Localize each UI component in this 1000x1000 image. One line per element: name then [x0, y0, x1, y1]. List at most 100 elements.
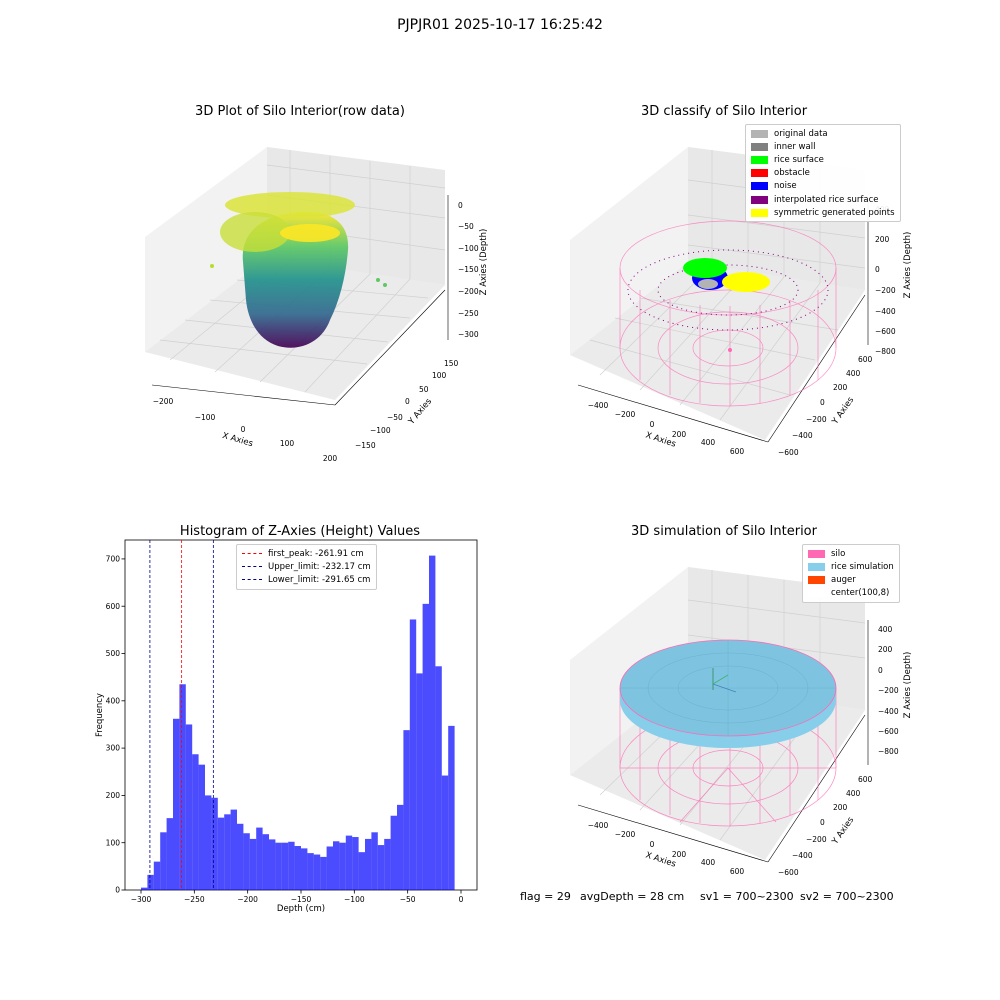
legend-label: original data [774, 128, 828, 139]
plot4-ytick: 600 [858, 775, 873, 784]
plot2-ytick: 600 [858, 355, 873, 364]
legend-label: Upper_limit: -232.17 cm [268, 561, 371, 572]
legend-label: inner wall [774, 141, 816, 152]
legend-item-silo: silo [808, 547, 894, 560]
legend-swatch [751, 155, 768, 164]
legend-label: noise [774, 181, 797, 192]
plot4-tick-labels: −400 −200 0 200 400 600 −600 −400 −200 0… [588, 625, 899, 877]
plot4-grid [599, 570, 866, 841]
histogram-bar [345, 835, 353, 890]
legend-swatch [751, 169, 768, 178]
histogram-bar [377, 845, 385, 890]
histogram-bar [352, 837, 359, 890]
legend-label: silo [831, 548, 846, 559]
plot2-ytick: −400 [792, 431, 813, 440]
legend-item-upper-limit: Upper_limit: -232.17 cm [242, 560, 371, 573]
histogram-bar [409, 619, 417, 890]
plot1-ztick: −200 [458, 287, 479, 296]
legend-swatch [751, 208, 768, 217]
plot4-ztick: −400 [878, 707, 899, 716]
plot4-ytick: −400 [792, 851, 813, 860]
y-tick-label: 200 [106, 791, 121, 800]
plot1-zlabel: Z Axies (Depth) [479, 229, 489, 296]
plot1-outlier-point [376, 278, 380, 282]
plot2-ztick: −600 [875, 327, 896, 336]
plot1-xlabel: X Axies [221, 431, 254, 449]
histogram-bar [294, 846, 301, 890]
plot1-xtick: −200 [153, 397, 174, 406]
plot1-outlier-point [383, 283, 387, 287]
plot4-xtick: 600 [730, 867, 745, 876]
plot4-xtick: 400 [701, 858, 716, 867]
plot4-ztick: 400 [878, 625, 893, 634]
plot1-x-axis-line [151, 384, 336, 406]
histogram-bar [249, 838, 257, 890]
plot1-point-cloud [210, 192, 387, 348]
plot1-title: 3D Plot of Silo Interior(row data) [195, 104, 405, 119]
plot3-vlines [149, 540, 214, 890]
plot2-xtick: 400 [701, 438, 716, 447]
plot4-x-axis-line [577, 804, 769, 863]
plot4-ytick: 200 [833, 803, 848, 812]
plot2-ztick: −400 [875, 307, 896, 316]
plot1-ylabel: Y Axies [406, 396, 434, 427]
plot2-ytick: 200 [833, 383, 848, 392]
plot4-legend: silo rice simulation auger center(100,8) [802, 544, 900, 603]
histogram-bar [243, 833, 250, 890]
plot1-tick-labels: −200 −100 0 100 200 −150 −100 −50 0 50 1… [153, 201, 479, 463]
histogram-bar [320, 856, 327, 890]
plot1-xtick: 0 [241, 425, 246, 434]
histogram-bar [166, 818, 173, 890]
legend-line [242, 553, 262, 555]
plot4-ztick: 200 [878, 645, 893, 654]
x-tick-label: −100 [344, 895, 365, 904]
plot1-ytick: −150 [355, 441, 376, 450]
plot4-ztick: −600 [878, 727, 899, 736]
plot1-ytick: 50 [419, 385, 429, 394]
histogram-bar [262, 834, 269, 890]
legend-item-inner-wall: inner wall [751, 140, 895, 153]
x-tick-label: 0 [459, 895, 464, 904]
legend-swatch [808, 575, 825, 584]
plot3-xlabel: Depth (cm) [277, 904, 325, 914]
histogram-bar [288, 841, 295, 890]
y-tick-label: 700 [106, 555, 121, 564]
legend-label: auger [831, 574, 856, 585]
plot1-rim-points [225, 192, 355, 218]
legend-item-original-data: original data [751, 127, 895, 140]
legend-item-lower-limit: Lower_limit: -291.65 cm [242, 573, 371, 586]
legend-swatch [808, 589, 825, 598]
plot4-ztick: 0 [878, 666, 883, 675]
plot1-xtick: 100 [280, 439, 295, 448]
plot2-x-axis-line [577, 384, 769, 443]
plot4-ytick: 0 [820, 818, 825, 827]
plot4-zlabel: Z Axies (Depth) [903, 652, 913, 719]
histogram-bar [384, 838, 391, 890]
legend-swatch [751, 195, 768, 204]
plot3-yticks: 0 100 200 300 400 500 600 700 [106, 555, 125, 895]
legend-line [242, 579, 262, 581]
histogram-bar [429, 555, 436, 890]
histogram-bar [256, 827, 263, 890]
plot2-silo-floor-ring [657, 311, 799, 385]
plot1-xtick: 200 [323, 454, 338, 463]
legend-label: first_peak: -261.91 cm [268, 548, 364, 559]
histogram-bar [179, 684, 186, 890]
plot2-title: 3D classify of Silo Interior [640, 104, 808, 119]
plot2-xtick: −400 [588, 401, 609, 410]
plot2-ylabel: Y Axies [830, 395, 857, 427]
plot2-interpolated-surface [627, 249, 829, 331]
plot4-silo-spoke [679, 767, 729, 823]
legend-label: Lower_limit: -291.65 cm [268, 574, 371, 585]
histogram-bar [403, 730, 410, 890]
histogram-bar [313, 854, 321, 890]
plot4-silo-spoke [727, 767, 777, 823]
legend-item-obstacle: obstacle [751, 167, 895, 180]
histogram-bar [416, 673, 423, 890]
histogram-bar [301, 848, 308, 890]
histogram-bar [153, 861, 161, 890]
plot1-ytick: 100 [432, 371, 447, 380]
histogram-bar [237, 823, 244, 890]
plot1-xtick: −100 [195, 413, 216, 422]
